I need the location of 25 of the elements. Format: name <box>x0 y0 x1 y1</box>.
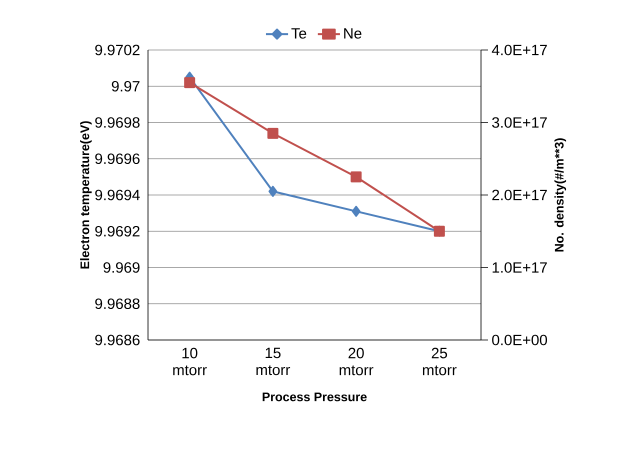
y2-tick-label: 1.0E+17 <box>492 262 547 273</box>
y2-axis-title: No. density(#/m**3) <box>554 138 566 252</box>
y-tick-label: 9.9686 <box>95 334 140 346</box>
y2-tick-label: 0.0E+00 <box>492 334 548 346</box>
legend-label: Ne <box>344 28 362 39</box>
x-axis-title: Process Pressure <box>262 392 367 402</box>
y-tick-label: 9.9688 <box>95 298 140 310</box>
y2-tick-label: 2.0E+17 <box>492 190 547 200</box>
x-tick-label: 15 mtorr <box>256 348 290 376</box>
x-tick-label: 20 mtorr <box>340 348 374 376</box>
point <box>352 206 361 217</box>
y-tick-label: 9.9694 <box>95 190 140 200</box>
y-tick-label: 9.969 <box>104 262 140 273</box>
point <box>268 186 278 197</box>
y-axis-title: Electron temperature(eV) <box>80 121 92 269</box>
x-tick-label: 25 mtorr <box>422 348 457 376</box>
y-tick-label: 9.9696 <box>95 153 140 164</box>
legend-label: Te <box>291 28 306 39</box>
y-tick-label: 9.97 <box>112 80 140 92</box>
y-tick-label: 9.9698 <box>95 117 140 128</box>
y-tick-label: 9.9702 <box>95 44 140 56</box>
y2-tick-label: 4.0E+17 <box>492 44 547 56</box>
y2-tick-label: 3.0E+17 <box>492 117 547 128</box>
y-tick-label: 9.9692 <box>95 226 140 237</box>
x-tick-label: 10 mtorr <box>173 348 207 376</box>
